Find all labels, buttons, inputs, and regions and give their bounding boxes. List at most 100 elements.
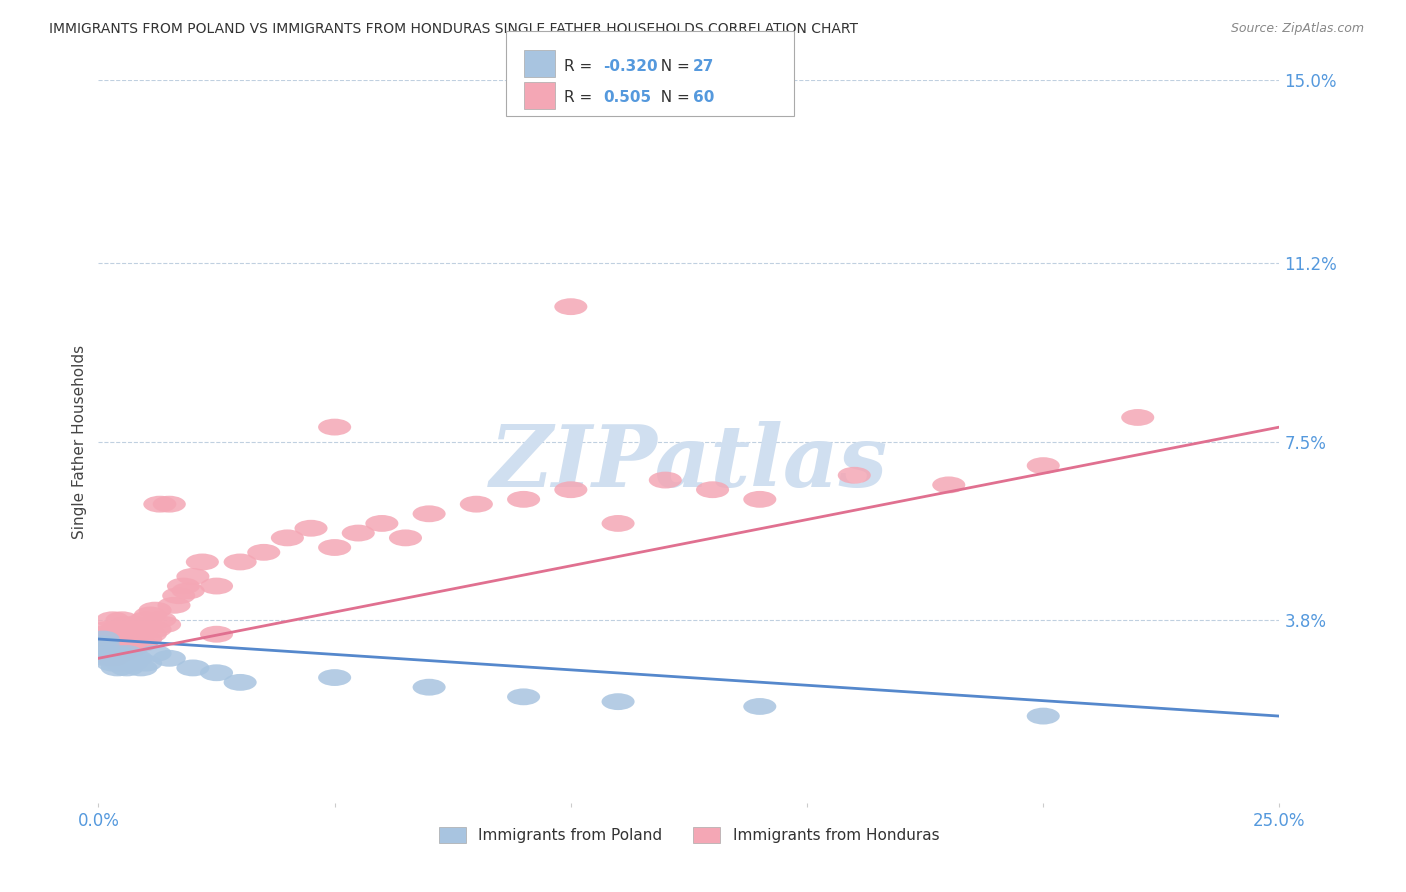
Ellipse shape <box>96 650 129 666</box>
Ellipse shape <box>87 640 120 657</box>
Ellipse shape <box>115 621 148 638</box>
Ellipse shape <box>648 472 682 489</box>
Ellipse shape <box>124 659 157 676</box>
Ellipse shape <box>105 626 139 642</box>
Ellipse shape <box>1026 707 1060 724</box>
Ellipse shape <box>143 496 176 513</box>
Ellipse shape <box>129 655 162 672</box>
Ellipse shape <box>318 669 352 686</box>
Ellipse shape <box>176 568 209 585</box>
Ellipse shape <box>110 645 143 662</box>
Ellipse shape <box>176 659 209 676</box>
Ellipse shape <box>1121 409 1154 425</box>
Text: IMMIGRANTS FROM POLAND VS IMMIGRANTS FROM HONDURAS SINGLE FATHER HOUSEHOLDS CORR: IMMIGRANTS FROM POLAND VS IMMIGRANTS FRO… <box>49 22 858 37</box>
Ellipse shape <box>139 621 172 638</box>
Ellipse shape <box>318 418 352 435</box>
Ellipse shape <box>602 693 634 710</box>
Ellipse shape <box>124 621 157 638</box>
Ellipse shape <box>1026 458 1060 474</box>
Ellipse shape <box>91 650 124 666</box>
Ellipse shape <box>110 659 143 676</box>
Ellipse shape <box>224 554 257 570</box>
Ellipse shape <box>744 491 776 508</box>
Y-axis label: Single Father Households: Single Father Households <box>72 344 87 539</box>
Text: 60: 60 <box>693 90 714 105</box>
Ellipse shape <box>105 650 139 666</box>
Ellipse shape <box>342 524 375 541</box>
Ellipse shape <box>124 635 157 652</box>
Ellipse shape <box>134 607 167 624</box>
Ellipse shape <box>602 515 634 532</box>
Ellipse shape <box>172 582 205 599</box>
Ellipse shape <box>120 616 153 633</box>
Ellipse shape <box>167 578 200 594</box>
Text: R =: R = <box>564 90 602 105</box>
Ellipse shape <box>120 631 153 648</box>
Ellipse shape <box>460 496 494 513</box>
Ellipse shape <box>153 496 186 513</box>
Ellipse shape <box>838 467 870 483</box>
Ellipse shape <box>200 665 233 681</box>
Ellipse shape <box>101 640 134 657</box>
Ellipse shape <box>932 476 966 493</box>
Ellipse shape <box>87 626 120 642</box>
Ellipse shape <box>91 621 124 638</box>
Ellipse shape <box>153 650 186 666</box>
Ellipse shape <box>200 626 233 642</box>
Ellipse shape <box>696 482 730 498</box>
Ellipse shape <box>105 655 139 672</box>
Ellipse shape <box>157 597 191 614</box>
Text: 27: 27 <box>693 59 714 73</box>
Ellipse shape <box>115 655 148 672</box>
Ellipse shape <box>412 679 446 696</box>
Ellipse shape <box>96 611 129 628</box>
Ellipse shape <box>91 645 124 662</box>
Ellipse shape <box>247 544 280 561</box>
Ellipse shape <box>120 650 153 666</box>
Ellipse shape <box>186 554 219 570</box>
Ellipse shape <box>91 635 124 652</box>
Ellipse shape <box>148 616 181 633</box>
Ellipse shape <box>389 530 422 546</box>
Ellipse shape <box>134 626 167 642</box>
Ellipse shape <box>139 602 172 618</box>
Ellipse shape <box>224 674 257 690</box>
Ellipse shape <box>508 491 540 508</box>
Ellipse shape <box>110 616 143 633</box>
Text: N =: N = <box>651 90 695 105</box>
Ellipse shape <box>96 650 129 666</box>
Text: Source: ZipAtlas.com: Source: ZipAtlas.com <box>1230 22 1364 36</box>
Ellipse shape <box>129 611 162 628</box>
Ellipse shape <box>101 659 134 676</box>
Ellipse shape <box>105 645 139 662</box>
Ellipse shape <box>508 689 540 706</box>
Ellipse shape <box>318 539 352 556</box>
Ellipse shape <box>143 611 176 628</box>
Ellipse shape <box>554 482 588 498</box>
Text: N =: N = <box>651 59 695 73</box>
Ellipse shape <box>162 587 195 604</box>
Ellipse shape <box>412 506 446 522</box>
Ellipse shape <box>87 635 120 652</box>
Text: ZIPatlas: ZIPatlas <box>489 421 889 505</box>
Ellipse shape <box>96 655 129 672</box>
Text: -0.320: -0.320 <box>603 59 658 73</box>
Ellipse shape <box>110 635 143 652</box>
Ellipse shape <box>129 631 162 648</box>
Ellipse shape <box>101 645 134 662</box>
Ellipse shape <box>200 578 233 594</box>
Ellipse shape <box>115 640 148 657</box>
Legend: Immigrants from Poland, Immigrants from Honduras: Immigrants from Poland, Immigrants from … <box>433 822 945 849</box>
Ellipse shape <box>554 298 588 315</box>
Ellipse shape <box>87 631 120 648</box>
Text: 0.505: 0.505 <box>603 90 651 105</box>
Ellipse shape <box>101 621 134 638</box>
Ellipse shape <box>96 631 129 648</box>
Ellipse shape <box>744 698 776 714</box>
Text: R =: R = <box>564 59 598 73</box>
Ellipse shape <box>271 530 304 546</box>
Ellipse shape <box>366 515 398 532</box>
Ellipse shape <box>139 645 172 662</box>
Ellipse shape <box>294 520 328 537</box>
Ellipse shape <box>105 611 139 628</box>
